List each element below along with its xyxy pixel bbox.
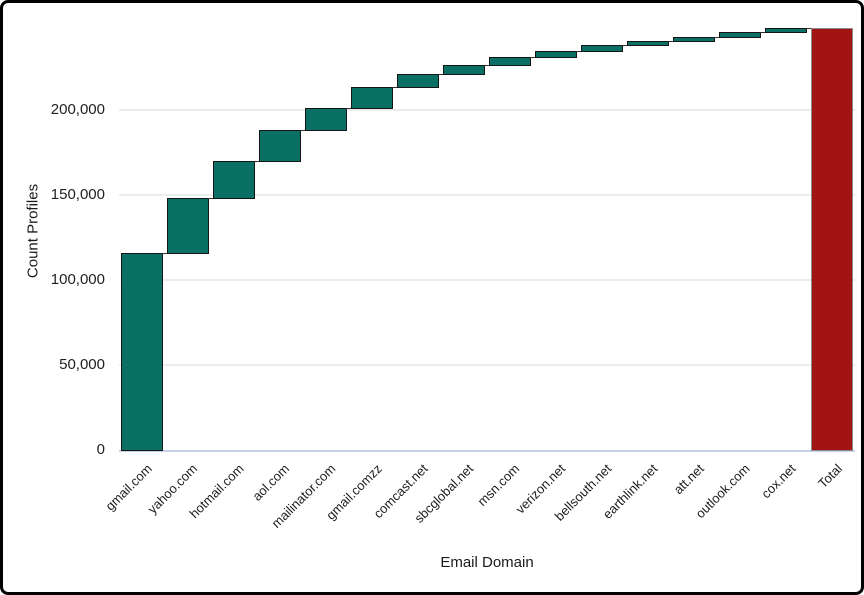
x-axis-tick-labels: gmail.com yahoo.com hotmail.com aol.com mail… bbox=[3, 3, 861, 592]
bar-Total bbox=[811, 28, 853, 451]
x-axis-title: Email Domain bbox=[440, 554, 534, 571]
plot-area bbox=[3, 3, 861, 592]
y-axis-tick-labels: 0 50,000 100,000 150,000 200,000 bbox=[3, 3, 861, 592]
x-axis-line bbox=[119, 450, 855, 452]
bar-bellsouth.net bbox=[581, 45, 623, 52]
y-tick-200000: 200,000 bbox=[50, 101, 105, 119]
gridline-200000 bbox=[119, 109, 855, 112]
gridline-150000 bbox=[119, 194, 855, 197]
connector-11 bbox=[622, 45, 628, 47]
bar-hotmail.com bbox=[213, 161, 255, 199]
connector-9 bbox=[530, 56, 536, 58]
connector-3 bbox=[254, 161, 260, 163]
connector-10 bbox=[576, 50, 582, 52]
bar-gmail.com bbox=[121, 253, 163, 451]
connector-1 bbox=[162, 253, 168, 255]
y-tick-50000: 50,000 bbox=[59, 355, 105, 373]
connector-7 bbox=[438, 73, 444, 75]
y-tick-0: 0 bbox=[96, 440, 105, 458]
bar-yahoo.com bbox=[167, 197, 209, 255]
bar-comcast.net bbox=[397, 73, 439, 89]
connector-4 bbox=[300, 129, 306, 131]
bar-outlook.com bbox=[719, 32, 761, 38]
bar-mailinator.com bbox=[305, 107, 347, 131]
x-tick-aol.com: aol.com bbox=[249, 461, 293, 504]
x-tick-att.net: att.net bbox=[670, 461, 707, 498]
bar-msn.com bbox=[489, 56, 531, 67]
connector-2 bbox=[208, 197, 214, 199]
connector-6 bbox=[392, 87, 398, 89]
bar-aol.com bbox=[259, 129, 301, 163]
x-tick-Total: Total bbox=[814, 461, 845, 492]
connector-14 bbox=[760, 32, 766, 34]
bar-sbcglobal.net bbox=[443, 65, 485, 75]
connector-8 bbox=[484, 65, 490, 67]
connector-5 bbox=[346, 107, 352, 109]
y-tick-100000: 100,000 bbox=[50, 271, 105, 289]
bar-earthlink.net bbox=[627, 40, 669, 47]
connector-15 bbox=[806, 28, 812, 30]
bar-att.net bbox=[673, 36, 715, 42]
bar-verizon.net bbox=[535, 50, 577, 58]
gridline-50000 bbox=[119, 364, 855, 367]
gridline-100000 bbox=[119, 279, 855, 282]
x-tick-cox.net: cox.net bbox=[758, 461, 799, 502]
y-axis-title: Count Profiles bbox=[24, 183, 42, 279]
connector-12 bbox=[668, 40, 674, 42]
bar-cox.net bbox=[765, 28, 807, 34]
connector-13 bbox=[714, 36, 720, 38]
y-tick-150000: 150,000 bbox=[50, 186, 105, 204]
bar-gmail.comzz bbox=[351, 87, 393, 109]
chart-canvas: 0 50,000 100,000 150,000 200,000 gmail.com ya… bbox=[3, 3, 861, 592]
